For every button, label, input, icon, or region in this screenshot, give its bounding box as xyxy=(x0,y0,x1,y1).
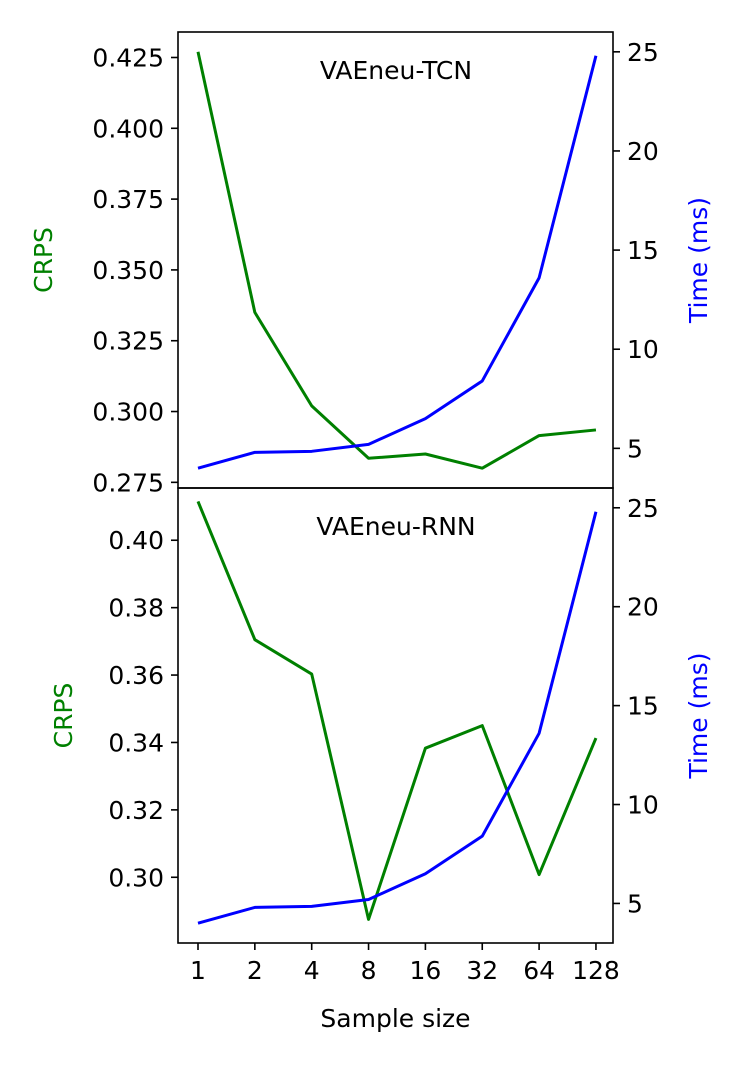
left-y-axis-label: CRPS xyxy=(49,683,78,749)
left-y-tick-label: 0.38 xyxy=(108,594,164,623)
right-y-tick-label: 20 xyxy=(627,137,659,166)
x-tick-label: 32 xyxy=(466,956,498,985)
x-tick-label: 64 xyxy=(523,956,555,985)
time-line xyxy=(197,511,598,925)
panel-title: VAEneu-TCN xyxy=(320,56,472,85)
plot-frame xyxy=(177,487,614,944)
x-tick-label: 1 xyxy=(190,956,206,985)
crps-line xyxy=(196,500,598,921)
left-y-tick-label: 0.32 xyxy=(108,796,164,825)
right-y-tick-label: 15 xyxy=(627,692,659,721)
crps-line xyxy=(196,51,597,470)
x-tick-label: 4 xyxy=(304,956,320,985)
panel-top: 0.275 0.300 0.325 0.350 0.375 0.400 0.425 5 10 15… xyxy=(29,31,713,497)
left-y-tick-label: 0.400 xyxy=(92,114,164,143)
right-y-tick-label: 5 xyxy=(627,889,643,918)
left-y-tick-label: 0.325 xyxy=(92,327,164,356)
right-y-tick-label: 15 xyxy=(627,236,659,265)
left-y-tick-label: 0.34 xyxy=(108,728,164,757)
left-y-tick-label: 0.40 xyxy=(108,526,164,555)
panel-bottom: 0.30 0.32 0.34 0.36 0.38 0.40 5 10 15 20 25 1 2 4 8 16 3… xyxy=(49,487,713,1033)
right-y-tick-label: 25 xyxy=(627,494,659,523)
right-y-tick-label: 20 xyxy=(627,593,659,622)
x-tick-label: 8 xyxy=(361,956,377,985)
left-y-axis-label: CRPS xyxy=(29,227,58,293)
left-y-tick-label: 0.425 xyxy=(92,43,164,72)
left-y-tick-label: 0.350 xyxy=(92,256,164,285)
right-y-axis-label: Time (ms) xyxy=(684,197,713,324)
panel-title: VAEneu-RNN xyxy=(316,512,475,541)
left-y-tick-label: 0.375 xyxy=(92,185,164,214)
right-y-tick-label: 5 xyxy=(627,434,643,463)
left-y-tick-label: 0.36 xyxy=(108,661,164,690)
right-y-tick-label: 10 xyxy=(627,335,659,364)
right-y-axis-label: Time (ms) xyxy=(684,652,713,779)
left-y-tick-label: 0.300 xyxy=(92,398,164,427)
left-y-tick-label: 0.275 xyxy=(92,468,164,497)
x-tick-label: 128 xyxy=(572,956,620,985)
time-line xyxy=(197,55,598,470)
left-y-tick-label: 0.30 xyxy=(108,863,164,892)
x-tick-label: 2 xyxy=(247,956,263,985)
x-tick-label: 16 xyxy=(409,956,441,985)
right-y-tick-label: 10 xyxy=(627,791,659,820)
x-axis-label: Sample size xyxy=(320,1004,470,1033)
right-y-tick-label: 25 xyxy=(627,38,659,67)
